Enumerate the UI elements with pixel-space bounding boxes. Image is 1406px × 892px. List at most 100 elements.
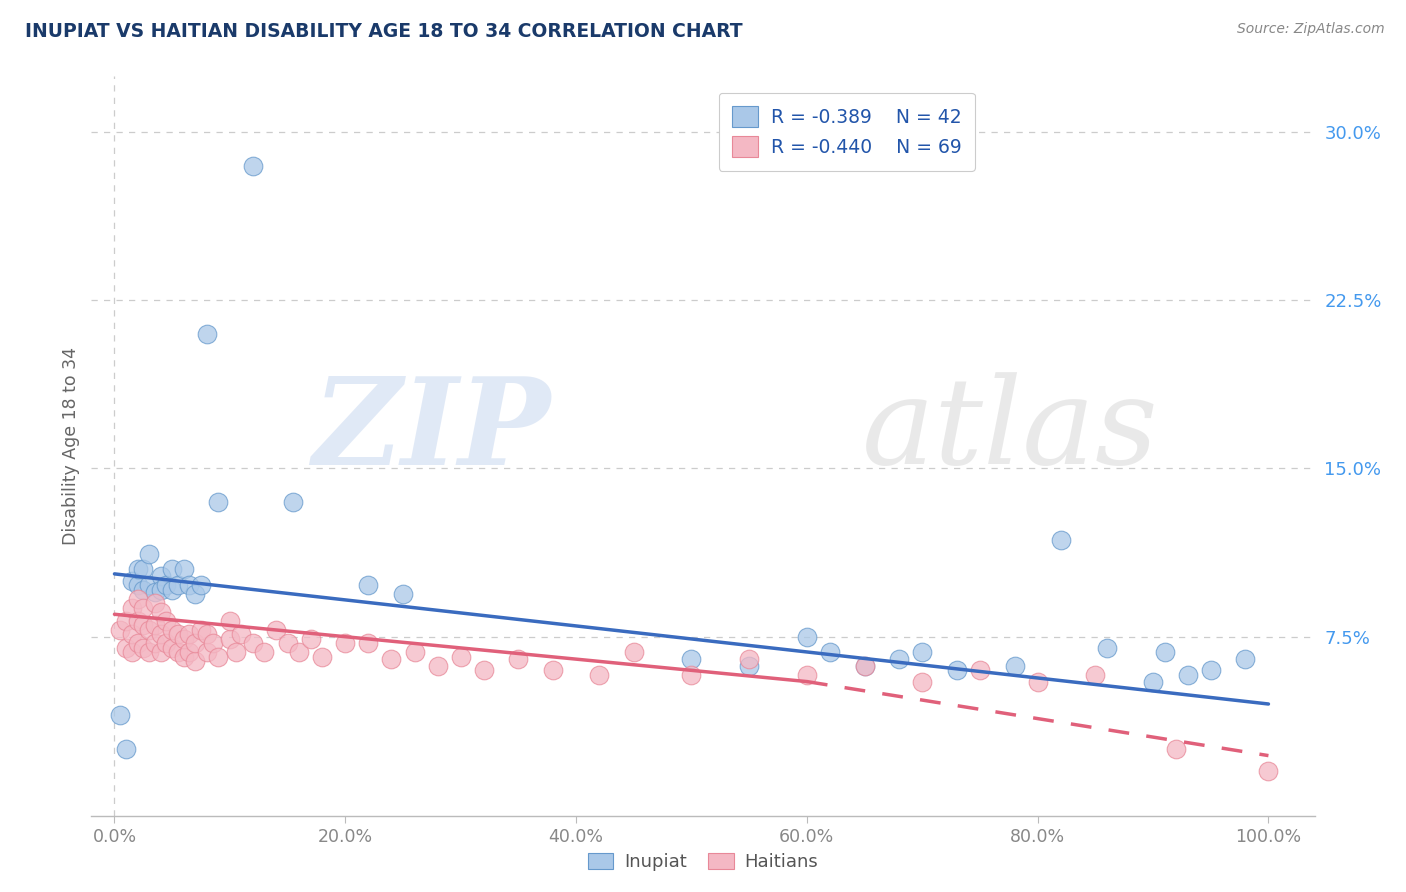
Inupiat bbox=[207, 495, 229, 509]
Inupiat bbox=[853, 658, 876, 673]
Haitians bbox=[253, 645, 276, 659]
Haitians bbox=[127, 591, 149, 606]
Inupiat bbox=[121, 574, 143, 588]
Haitians bbox=[138, 645, 160, 659]
Legend: R = -0.389    N = 42, R = -0.440    N = 69: R = -0.389 N = 42, R = -0.440 N = 69 bbox=[718, 93, 974, 170]
Haitians bbox=[201, 636, 224, 650]
Haitians bbox=[311, 649, 333, 664]
Inupiat bbox=[149, 582, 172, 597]
Inupiat bbox=[110, 708, 132, 723]
Inupiat bbox=[167, 578, 190, 592]
Inupiat bbox=[1049, 533, 1071, 548]
Y-axis label: Disability Age 18 to 34: Disability Age 18 to 34 bbox=[62, 347, 80, 545]
Haitians bbox=[207, 649, 229, 664]
Haitians bbox=[472, 664, 495, 678]
Inupiat bbox=[127, 562, 149, 576]
Inupiat bbox=[155, 578, 177, 592]
Haitians bbox=[179, 627, 201, 641]
Haitians bbox=[160, 623, 183, 637]
Inupiat bbox=[1095, 640, 1118, 655]
Inupiat bbox=[173, 562, 195, 576]
Haitians bbox=[132, 600, 155, 615]
Inupiat bbox=[143, 584, 166, 599]
Haitians bbox=[155, 614, 177, 628]
Inupiat bbox=[1004, 658, 1026, 673]
Inupiat bbox=[738, 658, 761, 673]
Haitians bbox=[588, 668, 610, 682]
Haitians bbox=[110, 623, 132, 637]
Inupiat bbox=[681, 652, 703, 666]
Haitians bbox=[167, 627, 190, 641]
Text: ZIP: ZIP bbox=[312, 372, 550, 491]
Inupiat bbox=[127, 578, 149, 592]
Haitians bbox=[127, 614, 149, 628]
Haitians bbox=[1026, 674, 1049, 689]
Haitians bbox=[508, 652, 530, 666]
Haitians bbox=[138, 623, 160, 637]
Haitians bbox=[115, 614, 138, 628]
Inupiat bbox=[149, 569, 172, 583]
Haitians bbox=[173, 632, 195, 646]
Haitians bbox=[155, 636, 177, 650]
Haitians bbox=[143, 636, 166, 650]
Haitians bbox=[969, 664, 991, 678]
Inupiat bbox=[357, 578, 380, 592]
Haitians bbox=[264, 623, 287, 637]
Haitians bbox=[541, 664, 564, 678]
Haitians bbox=[167, 645, 190, 659]
Inupiat bbox=[1142, 674, 1164, 689]
Inupiat bbox=[115, 742, 138, 756]
Inupiat bbox=[132, 562, 155, 576]
Haitians bbox=[277, 636, 299, 650]
Haitians bbox=[335, 636, 357, 650]
Inupiat bbox=[1177, 668, 1199, 682]
Haitians bbox=[132, 640, 155, 655]
Inupiat bbox=[283, 495, 305, 509]
Inupiat bbox=[1199, 664, 1222, 678]
Haitians bbox=[218, 614, 240, 628]
Inupiat bbox=[160, 582, 183, 597]
Haitians bbox=[796, 668, 818, 682]
Haitians bbox=[184, 654, 207, 668]
Inupiat bbox=[190, 578, 212, 592]
Haitians bbox=[121, 627, 143, 641]
Inupiat bbox=[138, 578, 160, 592]
Haitians bbox=[231, 627, 253, 641]
Inupiat bbox=[889, 652, 911, 666]
Haitians bbox=[404, 645, 426, 659]
Haitians bbox=[190, 623, 212, 637]
Haitians bbox=[853, 658, 876, 673]
Inupiat bbox=[1234, 652, 1257, 666]
Haitians bbox=[149, 627, 172, 641]
Inupiat bbox=[195, 326, 218, 341]
Haitians bbox=[143, 618, 166, 632]
Haitians bbox=[1084, 668, 1107, 682]
Haitians bbox=[426, 658, 449, 673]
Haitians bbox=[173, 649, 195, 664]
Haitians bbox=[195, 627, 218, 641]
Inupiat bbox=[138, 547, 160, 561]
Haitians bbox=[911, 674, 934, 689]
Haitians bbox=[121, 645, 143, 659]
Haitians bbox=[132, 618, 155, 632]
Haitians bbox=[160, 640, 183, 655]
Haitians bbox=[681, 668, 703, 682]
Inupiat bbox=[242, 159, 264, 173]
Haitians bbox=[143, 596, 166, 610]
Inupiat bbox=[911, 645, 934, 659]
Haitians bbox=[149, 605, 172, 619]
Haitians bbox=[149, 645, 172, 659]
Inupiat bbox=[946, 664, 969, 678]
Haitians bbox=[623, 645, 645, 659]
Inupiat bbox=[132, 582, 155, 597]
Inupiat bbox=[818, 645, 841, 659]
Haitians bbox=[225, 645, 247, 659]
Haitians bbox=[127, 636, 149, 650]
Text: atlas: atlas bbox=[862, 373, 1159, 490]
Inupiat bbox=[160, 562, 183, 576]
Inupiat bbox=[392, 587, 415, 601]
Haitians bbox=[380, 652, 402, 666]
Haitians bbox=[242, 636, 264, 650]
Haitians bbox=[184, 636, 207, 650]
Text: INUPIAT VS HAITIAN DISABILITY AGE 18 TO 34 CORRELATION CHART: INUPIAT VS HAITIAN DISABILITY AGE 18 TO … bbox=[25, 22, 742, 41]
